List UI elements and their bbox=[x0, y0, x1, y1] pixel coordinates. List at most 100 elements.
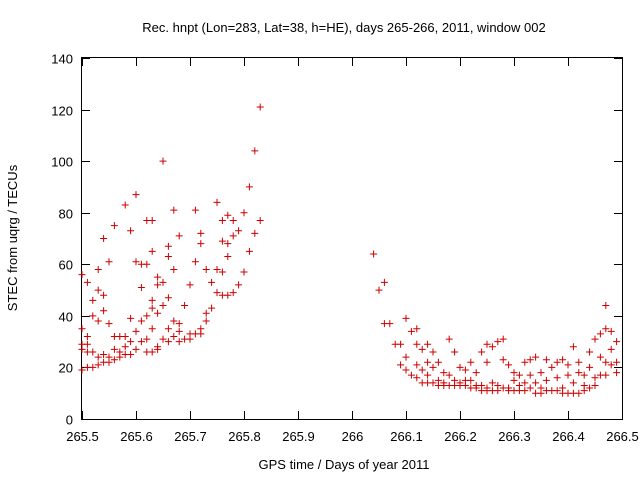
data-point bbox=[202, 309, 210, 317]
data-point bbox=[413, 361, 421, 369]
data-point bbox=[424, 371, 432, 379]
data-point bbox=[375, 286, 383, 294]
data-point bbox=[240, 209, 248, 217]
data-point bbox=[127, 338, 135, 346]
data-point bbox=[418, 366, 426, 374]
data-point bbox=[197, 330, 205, 338]
data-point bbox=[402, 366, 410, 374]
data-point bbox=[596, 330, 604, 338]
data-point bbox=[240, 268, 248, 276]
data-points bbox=[78, 103, 621, 397]
data-point bbox=[613, 338, 621, 346]
data-point bbox=[569, 379, 577, 387]
x-tick-label: 265.9 bbox=[282, 429, 315, 444]
data-point bbox=[575, 369, 583, 377]
data-point bbox=[224, 291, 232, 299]
data-point bbox=[164, 294, 172, 302]
data-point bbox=[440, 369, 448, 377]
data-point bbox=[191, 258, 199, 266]
data-point bbox=[515, 371, 523, 379]
data-point bbox=[256, 216, 264, 224]
data-point bbox=[175, 232, 183, 240]
y-tick-label: 100 bbox=[51, 155, 73, 170]
data-point bbox=[586, 384, 594, 392]
data-point bbox=[235, 281, 243, 289]
data-point bbox=[110, 345, 118, 353]
data-point bbox=[197, 240, 205, 248]
data-point bbox=[197, 229, 205, 237]
data-point bbox=[499, 335, 507, 343]
data-point bbox=[229, 289, 237, 297]
data-point bbox=[78, 271, 86, 279]
data-point bbox=[148, 216, 156, 224]
data-point bbox=[591, 374, 599, 382]
plot-frame bbox=[81, 57, 623, 420]
data-point bbox=[521, 379, 529, 387]
data-point bbox=[143, 312, 151, 320]
y-tick-label: 140 bbox=[51, 52, 73, 67]
data-point bbox=[602, 302, 610, 310]
x-tick-label: 265.8 bbox=[228, 429, 261, 444]
chart-title: Rec. hnpt (Lon=283, Lat=38, h=HE), days … bbox=[142, 20, 545, 35]
data-point bbox=[94, 286, 102, 294]
data-point bbox=[121, 201, 129, 209]
data-point bbox=[467, 358, 475, 366]
data-point bbox=[218, 216, 226, 224]
data-point bbox=[100, 235, 108, 242]
data-point bbox=[164, 325, 172, 333]
data-point bbox=[164, 253, 172, 261]
data-point bbox=[521, 358, 529, 366]
data-point bbox=[121, 332, 129, 340]
data-point bbox=[580, 387, 588, 395]
data-point bbox=[105, 258, 113, 266]
data-point bbox=[251, 229, 259, 237]
data-point bbox=[154, 309, 162, 317]
data-point bbox=[596, 353, 604, 361]
data-point bbox=[402, 353, 410, 361]
data-point bbox=[407, 371, 415, 379]
data-point bbox=[137, 283, 145, 291]
data-point bbox=[488, 379, 496, 387]
data-point bbox=[224, 240, 232, 248]
data-point bbox=[94, 353, 102, 361]
data-point bbox=[143, 335, 151, 343]
data-point bbox=[413, 374, 421, 382]
data-point bbox=[591, 381, 599, 389]
data-point bbox=[456, 363, 464, 371]
y-tick-label: 20 bbox=[59, 361, 73, 376]
data-point bbox=[478, 348, 486, 356]
data-point bbox=[127, 227, 135, 235]
data-point bbox=[202, 317, 210, 325]
data-point bbox=[170, 265, 178, 273]
data-point bbox=[488, 343, 496, 351]
data-point bbox=[89, 363, 97, 371]
data-point bbox=[170, 206, 178, 214]
data-point bbox=[164, 242, 172, 250]
data-point bbox=[127, 351, 135, 359]
data-point bbox=[132, 345, 140, 353]
data-point bbox=[100, 351, 108, 359]
data-point bbox=[175, 327, 183, 335]
x-tick-label: 265.5 bbox=[66, 429, 99, 444]
data-point bbox=[181, 302, 189, 310]
y-tick-label: 40 bbox=[59, 310, 73, 325]
data-point bbox=[94, 317, 102, 325]
x-tick-label: 266 bbox=[342, 429, 364, 444]
data-point bbox=[170, 332, 178, 340]
data-point bbox=[213, 198, 221, 206]
x-axis-label: GPS time / Days of year 2011 bbox=[259, 457, 430, 472]
data-point bbox=[510, 376, 518, 384]
data-point bbox=[143, 260, 151, 268]
x-tick-label: 266.4 bbox=[552, 429, 585, 444]
x-tick-label: 266.1 bbox=[390, 429, 423, 444]
data-point bbox=[494, 338, 502, 346]
data-point bbox=[89, 312, 97, 320]
data-point bbox=[451, 348, 459, 356]
data-point bbox=[472, 369, 480, 377]
data-point bbox=[461, 366, 469, 374]
data-point bbox=[110, 222, 118, 230]
data-point bbox=[569, 343, 577, 351]
data-point bbox=[159, 157, 167, 165]
data-point bbox=[542, 376, 550, 384]
data-point bbox=[127, 314, 135, 322]
